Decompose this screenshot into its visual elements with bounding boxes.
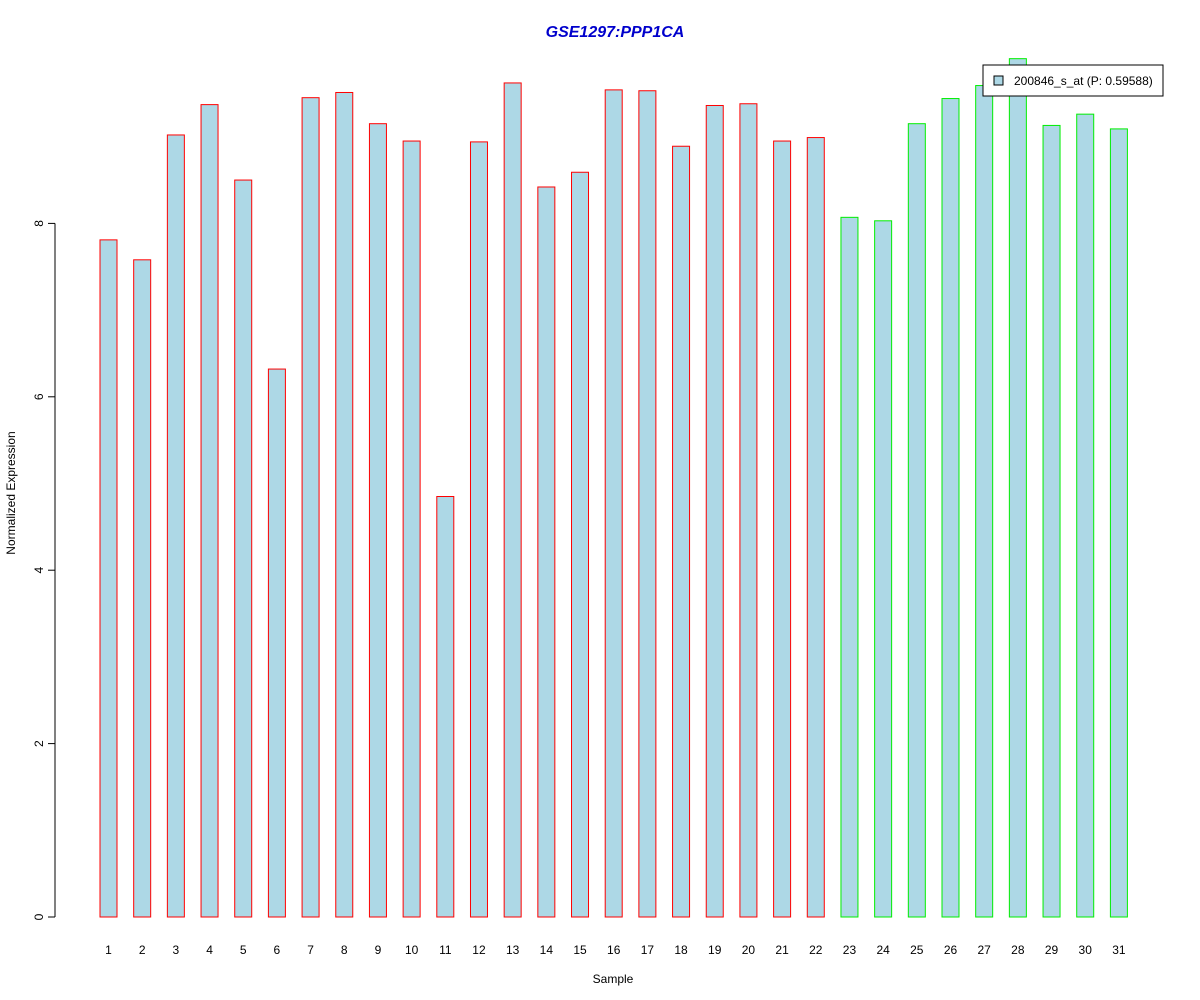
x-tick-label: 25 — [910, 943, 924, 957]
bar — [503, 82, 522, 918]
x-tick-label: 13 — [506, 943, 520, 957]
x-tick-label: 14 — [540, 943, 554, 957]
bar — [267, 368, 286, 918]
x-tick-label: 6 — [274, 943, 281, 957]
chart-title: GSE1297:PPP1CA — [546, 24, 685, 41]
bars — [99, 58, 1128, 918]
y-tick-label: 8 — [32, 220, 46, 227]
legend-box — [982, 64, 1164, 97]
x-tick-label: 5 — [240, 943, 247, 957]
x-tick-label: 10 — [405, 943, 419, 957]
x-axis-label: Sample — [593, 972, 634, 986]
bar — [537, 186, 556, 918]
y-tick-label: 0 — [32, 913, 46, 920]
x-tick-label: 2 — [139, 943, 146, 957]
x-tick-label: 3 — [173, 943, 180, 957]
x-tick-label: 22 — [809, 943, 823, 957]
bar — [402, 140, 421, 918]
bar — [200, 104, 219, 918]
bar — [604, 89, 623, 918]
x-tick-label: 19 — [708, 943, 722, 957]
bar — [1042, 124, 1061, 918]
y-tick-label: 6 — [32, 393, 46, 400]
x-tick-label: 24 — [876, 943, 890, 957]
bar — [874, 220, 893, 918]
bar — [806, 137, 825, 918]
bar — [436, 496, 455, 918]
bar — [166, 134, 185, 918]
x-tick-label: 9 — [375, 943, 382, 957]
bar — [907, 123, 926, 918]
y-tick-label: 2 — [32, 740, 46, 747]
bar — [571, 171, 590, 918]
x-tick-labels: 1 2 3 4 5 6 7 8 9 10 11 12 13 14 15 16 17 18 19 20 21 22 23 24 2… — [105, 943, 1126, 957]
x-tick-label: 28 — [1011, 943, 1025, 957]
bar — [705, 104, 724, 918]
x-tick-label: 15 — [573, 943, 587, 957]
x-tick-label: 20 — [742, 943, 756, 957]
bar — [301, 97, 320, 918]
x-tick-label: 11 — [439, 943, 452, 957]
bar — [840, 216, 859, 918]
x-tick-label: 1 — [105, 943, 112, 957]
x-tick-label: 18 — [674, 943, 688, 957]
x-tick-label: 31 — [1112, 943, 1126, 957]
bar — [1008, 58, 1027, 918]
bar — [99, 239, 118, 918]
bar — [469, 141, 488, 918]
bar — [368, 123, 387, 918]
legend-label: 200846_s_at (P: 0.59588) — [1014, 74, 1153, 88]
bar — [638, 90, 657, 918]
bar — [739, 103, 758, 918]
bar — [975, 85, 994, 918]
x-tick-label: 29 — [1045, 943, 1059, 957]
x-tick-label: 17 — [641, 943, 655, 957]
x-tick-label: 30 — [1079, 943, 1093, 957]
bar — [672, 145, 691, 918]
x-tick-label: 12 — [472, 943, 486, 957]
y-axis: 0 2 4 6 8 — [32, 220, 56, 920]
legend-swatch — [993, 75, 1004, 86]
bar — [941, 98, 960, 918]
bar — [1076, 113, 1095, 918]
x-tick-label: 7 — [307, 943, 314, 957]
x-tick-label: 8 — [341, 943, 348, 957]
x-tick-label: 27 — [978, 943, 992, 957]
x-tick-label: 16 — [607, 943, 621, 957]
legend: 200846_s_at (P: 0.59588) — [982, 64, 1164, 97]
bar — [133, 259, 152, 918]
bar — [773, 140, 792, 918]
bar — [335, 91, 354, 918]
y-axis-label: Normalized Expression — [4, 431, 18, 554]
y-tick-label: 4 — [32, 567, 46, 574]
x-tick-label: 21 — [775, 943, 789, 957]
x-tick-label: 23 — [843, 943, 857, 957]
bar — [1109, 128, 1128, 918]
bar — [234, 179, 253, 918]
x-tick-label: 4 — [206, 943, 213, 957]
x-tick-label: 26 — [944, 943, 958, 957]
